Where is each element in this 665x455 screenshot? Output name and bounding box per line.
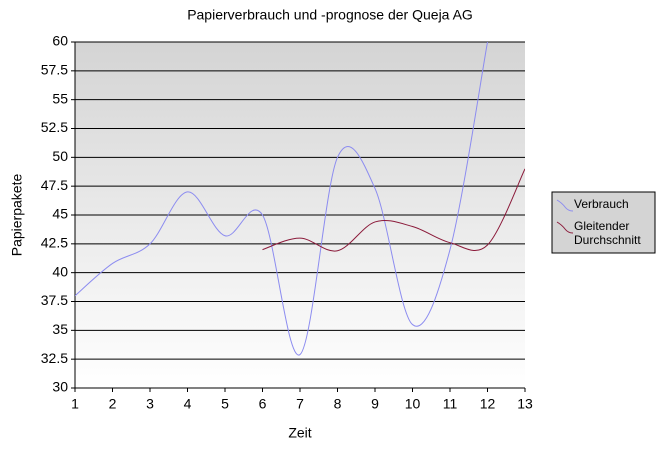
x-tick-label: 3 [146, 396, 154, 412]
y-tick-label: 40 [52, 263, 68, 279]
y-tick-label: 60 [52, 33, 68, 49]
x-tick-label: 13 [517, 396, 533, 412]
series-line [75, 42, 488, 356]
series-line [262, 168, 525, 252]
y-tick-label: 55 [52, 90, 68, 106]
x-tick-label: 7 [296, 396, 304, 412]
legend-label-line: Durchschnitt [574, 233, 641, 247]
y-tick-label: 57.5 [41, 62, 68, 78]
x-tick-label: 1 [71, 396, 79, 412]
legend-label: Verbrauch [574, 197, 629, 211]
legend-marker [556, 221, 574, 234]
x-tick-label: 12 [480, 396, 496, 412]
x-axis-label: Zeit [288, 425, 311, 441]
legend-marker [556, 199, 574, 212]
y-tick-label: 30 [52, 379, 68, 395]
series-group [75, 42, 525, 356]
y-tick-label: 50 [52, 148, 68, 164]
x-tick-label: 11 [443, 396, 458, 412]
chart-title: Papierverbrauch und -prognose der Queja … [187, 7, 473, 23]
x-tick-label: 5 [221, 396, 229, 412]
y-tick-label: 45 [52, 206, 68, 222]
x-tick-label: 4 [184, 396, 192, 412]
x-tick-label: 10 [405, 396, 421, 412]
x-tick-label: 8 [334, 396, 342, 412]
y-tick-label: 52.5 [41, 119, 68, 135]
y-tick-label: 47.5 [41, 177, 68, 193]
x-tick-label: 2 [109, 396, 117, 412]
y-axis-label: Papierpakete [9, 174, 25, 257]
legend-label-line: Gleitender [574, 219, 629, 233]
x-tick-label: 6 [259, 396, 267, 412]
legend [551, 191, 656, 254]
x-tick-label: 9 [371, 396, 379, 412]
y-tick-label: 37.5 [41, 292, 68, 308]
y-tick-label: 35 [52, 321, 68, 337]
legend-label-line: Verbrauch [574, 197, 629, 211]
legend-label: Gleitender Durchschnitt [574, 219, 641, 247]
y-tick-label: 42.5 [41, 235, 68, 251]
y-tick-label: 32.5 [41, 350, 68, 366]
